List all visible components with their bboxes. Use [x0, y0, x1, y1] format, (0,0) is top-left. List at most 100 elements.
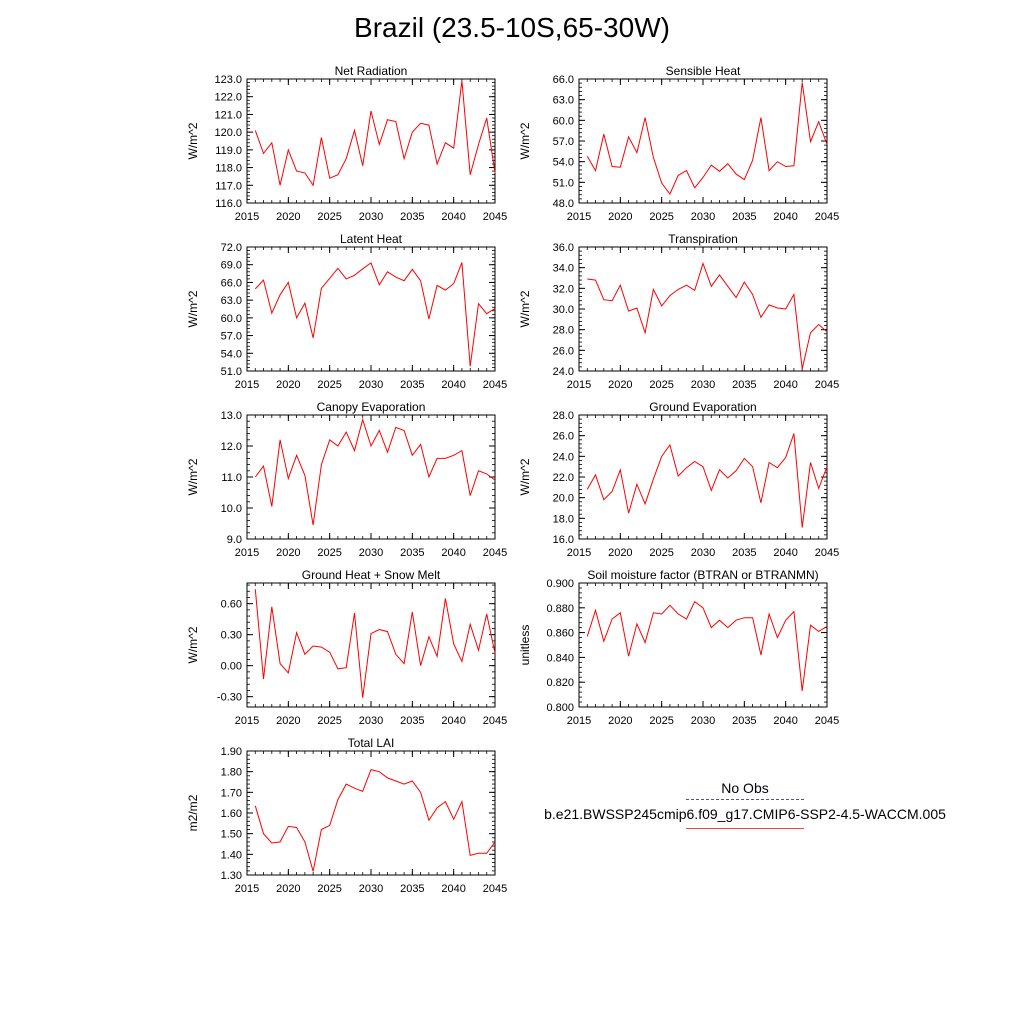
y-tick-label: 0.900 [546, 578, 574, 590]
x-tick-label: 2040 [441, 379, 465, 391]
y-tick-label: 57.0 [553, 136, 574, 148]
x-tick-label: 2045 [483, 715, 507, 727]
x-tick-label: 2015 [567, 715, 591, 727]
x-tick-label: 2030 [359, 379, 383, 391]
plot-frame [246, 414, 496, 540]
x-tick-label: 2015 [235, 211, 259, 223]
x-tick-label: 2020 [276, 547, 300, 559]
y-tick-label: 24.0 [553, 366, 574, 378]
x-tick-label: 2030 [691, 715, 715, 727]
x-tick-label: 2020 [608, 379, 632, 391]
x-tick-label: 2045 [483, 211, 507, 223]
series-line [587, 261, 828, 370]
y-tick-label: 1.30 [221, 870, 242, 882]
x-tick-label: 2015 [235, 547, 259, 559]
y-axis-label: W/m^2 [186, 458, 200, 495]
x-tick-label: 2020 [608, 211, 632, 223]
y-axis-label: m2/m2 [186, 794, 200, 831]
y-tick-label: 26.0 [553, 345, 574, 357]
plot-frame [578, 582, 828, 708]
x-tick-label: 2030 [359, 883, 383, 895]
y-tick-label: 0.820 [546, 677, 574, 689]
x-tick-label: 2020 [608, 715, 632, 727]
plot-frame [578, 246, 828, 372]
x-tick-label: 2025 [317, 379, 341, 391]
x-tick-label: 2045 [815, 547, 839, 559]
y-tick-label: 66.0 [553, 74, 574, 86]
x-tick-label: 2020 [276, 715, 300, 727]
x-tick-label: 2040 [441, 883, 465, 895]
series-line [586, 600, 828, 691]
y-tick-label: 54.0 [553, 157, 574, 169]
x-tick-label: 2015 [567, 211, 591, 223]
y-tick-label: 0.30 [221, 630, 242, 642]
panel-title: Latent Heat [340, 232, 403, 246]
x-tick-label: 2030 [691, 211, 715, 223]
x-tick-label: 2040 [441, 211, 465, 223]
y-tick-label: 51.0 [553, 177, 574, 189]
plot-frame [246, 582, 496, 708]
y-tick-label: 9.0 [227, 534, 242, 546]
y-axis-label: W/m^2 [518, 458, 532, 495]
x-tick-label: 2045 [815, 379, 839, 391]
y-tick-label: 57.0 [221, 331, 242, 343]
y-tick-label: 121.0 [214, 109, 242, 121]
panel-title: Canopy Evaporation [317, 400, 426, 414]
x-tick-label: 2015 [235, 715, 259, 727]
chart-panel-9: Total LAI 2015 2020 2025 2030 2035 2040 2045 1.3… [186, 736, 507, 895]
panel-title: Transpiration [668, 232, 738, 246]
y-tick-label: 30.0 [553, 304, 574, 316]
y-tick-label: 63.0 [553, 95, 574, 107]
y-tick-label: 123.0 [214, 74, 242, 86]
chart-panel-1: Net Radiation 2015 2020 2025 2030 2035 2040 204… [186, 64, 507, 223]
y-tick-label: 24.0 [553, 451, 574, 463]
x-tick-label: 2035 [732, 715, 756, 727]
y-tick-label: 0.860 [546, 628, 574, 640]
y-tick-label: 66.0 [221, 277, 242, 289]
y-tick-label: 118.0 [215, 163, 242, 175]
x-tick-label: 2040 [441, 547, 465, 559]
x-tick-label: 2020 [276, 211, 300, 223]
x-tick-label: 2025 [649, 547, 673, 559]
x-tick-label: 2040 [773, 547, 797, 559]
y-tick-label: 1.70 [221, 787, 242, 799]
x-tick-label: 2045 [815, 211, 839, 223]
y-tick-label: 11.0 [221, 472, 242, 484]
x-tick-label: 2045 [483, 547, 507, 559]
y-tick-label: 28.0 [553, 410, 574, 422]
x-tick-label: 2020 [608, 547, 632, 559]
y-axis-label: W/m^2 [518, 122, 532, 159]
x-tick-label: 2045 [815, 715, 839, 727]
legend-case-line [686, 828, 804, 829]
x-tick-label: 2035 [400, 547, 424, 559]
y-tick-label: 18.0 [553, 513, 574, 525]
y-tick-label: 36.0 [553, 242, 574, 254]
chart-panel-6: Ground Evaporation 2015 2020 2025 2030 2035 20… [518, 400, 839, 559]
chart-panel-4: Transpiration 2015 2020 2025 2030 2035 2040 204… [518, 232, 839, 391]
legend-obs-label: No Obs [721, 780, 769, 796]
x-tick-label: 2040 [773, 211, 797, 223]
y-tick-label: 12.0 [221, 441, 242, 453]
y-tick-label: 22.0 [553, 472, 574, 484]
y-tick-label: 63.0 [221, 295, 242, 307]
y-tick-label: 1.90 [221, 746, 242, 758]
x-tick-label: 2030 [691, 379, 715, 391]
plot-frame [246, 246, 496, 372]
y-tick-label: 120.0 [214, 127, 242, 139]
x-tick-label: 2025 [317, 715, 341, 727]
y-tick-label: 0.840 [546, 652, 574, 664]
y-tick-label: 117.0 [215, 180, 242, 192]
x-tick-label: 2025 [649, 211, 673, 223]
legend-obs-line [686, 799, 804, 800]
series-line [586, 82, 828, 195]
series-line [254, 80, 496, 187]
y-tick-label: 1.80 [221, 767, 242, 779]
y-tick-label: 0.800 [546, 702, 574, 714]
series-line [254, 589, 496, 698]
series-line [586, 433, 828, 528]
x-tick-label: 2015 [235, 883, 259, 895]
x-tick-label: 2035 [400, 211, 424, 223]
y-tick-label: 54.0 [221, 348, 242, 360]
x-tick-label: 2025 [649, 715, 673, 727]
